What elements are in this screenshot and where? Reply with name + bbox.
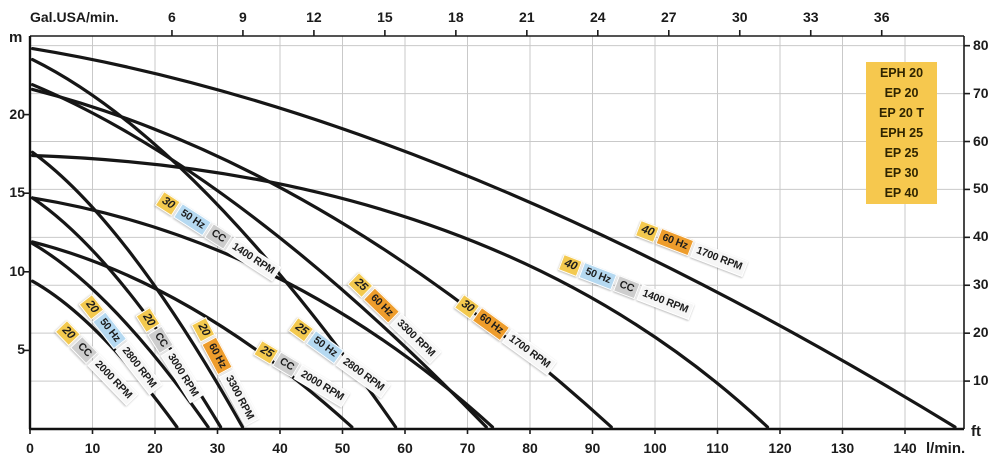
bottom-tick-50: 50 <box>334 440 351 456</box>
bottom-axis-unit: l/min. <box>926 440 966 457</box>
bottom-tick-100: 100 <box>643 440 667 456</box>
left-tick-10: 10 <box>9 262 25 279</box>
right-tick-30: 30 <box>973 276 989 293</box>
legend-item-ep-20: EP 20 <box>884 86 919 100</box>
top-tick-30: 30 <box>731 9 748 25</box>
bottom-tick-40: 40 <box>272 440 288 456</box>
left-axis-unit: m <box>9 29 23 46</box>
bottom-tick-60: 60 <box>397 440 413 456</box>
right-tick-50: 50 <box>973 180 989 197</box>
bottom-tick-130: 130 <box>830 440 855 456</box>
bottom-tick-10: 10 <box>84 440 101 456</box>
top-axis-title: Gal.USA/min. <box>30 9 119 25</box>
curve-40-50hz-1400 <box>30 153 770 429</box>
left-tick-15: 15 <box>9 184 25 201</box>
top-tick-33: 33 <box>802 9 819 25</box>
curve-40-60hz-1700 <box>30 47 957 429</box>
right-tick-80: 80 <box>973 36 989 53</box>
top-tick-12: 12 <box>306 9 322 25</box>
legend-item-ep-40: EP 40 <box>884 186 919 200</box>
top-tick-9: 9 <box>239 9 247 25</box>
top-tick-21: 21 <box>519 9 535 25</box>
bottom-tick-30: 30 <box>209 440 226 456</box>
legend-item-ep-25: EP 25 <box>884 146 919 160</box>
right-tick-60: 60 <box>973 132 989 149</box>
bottom-tick-110: 110 <box>706 440 729 456</box>
right-tick-10: 10 <box>973 372 989 389</box>
right-tick-40: 40 <box>973 228 989 245</box>
left-tick-5: 5 <box>17 341 25 358</box>
right-tick-70: 70 <box>973 84 989 101</box>
curve-20-60hz-3300 <box>30 150 245 429</box>
legend-item-eph-20: EPH 20 <box>879 66 924 80</box>
bottom-tick-90: 90 <box>584 440 601 456</box>
top-tick-24: 24 <box>590 9 606 25</box>
curve-25-cc-2000 <box>30 240 354 429</box>
left-tick-20: 20 <box>9 105 25 122</box>
bottom-tick-70: 70 <box>459 440 476 456</box>
curve-25-60hz-3300 <box>30 83 488 429</box>
right-axis-unit: ft <box>971 423 981 440</box>
top-tick-6: 6 <box>168 9 176 25</box>
right-tick-20: 20 <box>973 324 989 341</box>
bottom-tick-0: 0 <box>26 440 34 456</box>
top-tick-18: 18 <box>448 9 464 25</box>
bottom-tick-20: 20 <box>147 440 163 456</box>
legend-item-ep-20-t: EP 20 T <box>879 106 924 120</box>
top-tick-36: 36 <box>873 9 890 25</box>
legend: EPH 20 EP 20 EP 20 T EPH 25 EP 25 EP 30 EP 40 <box>866 62 937 204</box>
legend-item-ep-30: EP 30 <box>884 166 919 180</box>
bottom-tick-120: 120 <box>768 440 792 456</box>
top-tick-27: 27 <box>660 9 677 25</box>
bottom-tick-140: 140 <box>893 440 917 456</box>
curve-20-cc-2000 <box>30 279 179 429</box>
bottom-tick-80: 80 <box>522 440 538 456</box>
top-tick-15: 15 <box>377 9 393 25</box>
legend-item-eph-25: EPH 25 <box>879 126 924 140</box>
